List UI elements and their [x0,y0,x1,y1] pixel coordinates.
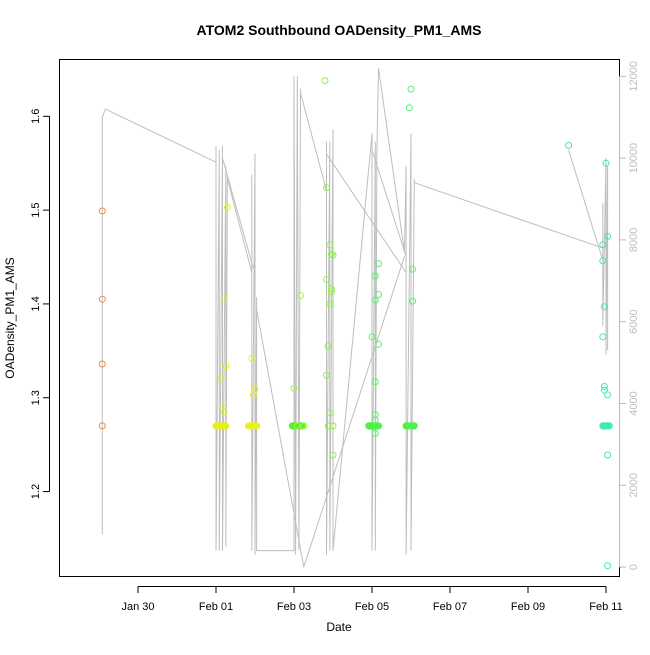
data-point [409,265,417,273]
data-point [375,260,382,268]
data-point [324,342,332,350]
data-point [326,241,334,249]
data-point [220,294,228,302]
data-point [600,383,608,390]
data-point [407,422,415,430]
y-tick-label-right: 4000 [628,391,640,415]
data-point [219,403,226,411]
x-tick-label: Feb 09 [511,601,545,613]
data-point [300,422,308,430]
data-point [223,203,231,211]
data-point [323,184,330,192]
x-axis: Jan 30 Feb 01 Feb 03 Feb 05 Feb 07 Feb 09 Feb … [121,586,623,613]
data-point [368,333,376,341]
y-tick-label-right: 12000 [628,61,640,92]
data-point [326,300,334,308]
x-tick-label: Feb 07 [433,601,467,613]
data-point [604,562,612,570]
data-point [599,333,607,341]
data-point [253,422,261,430]
data-point [375,340,382,348]
data-point [215,422,223,430]
data-point [222,362,230,370]
plot-frame [59,59,620,577]
y-tick-label-right: 2000 [628,473,640,497]
x-tick-label: Feb 05 [355,601,389,613]
data-point [217,375,225,383]
data-point [323,371,330,379]
data-point [329,422,337,430]
data-point [326,409,334,417]
data-point [409,297,417,305]
data-point [321,77,329,85]
y-axis-left: 1.2 1.3 1.4 1.5 1.6 [30,109,50,499]
series-line-segment [568,149,604,261]
y-axis-right: 0 2000 4000 6000 8000 10000 12000 [619,61,640,570]
data-point [327,285,335,293]
data-point [251,385,259,393]
y-tick-label-left: 1.2 [30,484,42,499]
line-series [101,68,609,568]
point-series [98,77,613,570]
chart-title: ATOM2 Southbound OADensity_PM1_AMS [197,22,482,38]
y-tick-label-right: 0 [628,564,640,570]
data-point [323,276,330,283]
x-tick-label: Feb 11 [589,601,622,613]
y-tick-label-left: 1.3 [30,390,42,405]
data-point [98,422,106,430]
y-tick-label-left: 1.4 [30,296,42,311]
data-point [371,272,379,280]
data-point [405,104,413,112]
series-line-segment [222,157,254,269]
data-point [329,451,337,459]
data-point [565,141,573,149]
data-point [375,291,382,298]
data-point [324,422,332,430]
data-point [98,295,106,303]
x-tick-label: Feb 01 [199,601,233,613]
data-point [373,422,381,430]
data-point [600,303,608,311]
y-tick-label-right: 8000 [628,228,640,252]
data-point [371,378,379,386]
data-point [604,451,612,459]
y-tick-label-right: 10000 [628,143,640,174]
data-point [297,292,304,299]
data-point [604,232,612,240]
data-point [329,251,337,259]
data-point [290,384,298,392]
plot-area [98,68,613,570]
data-point [604,391,612,399]
data-point [98,207,106,215]
data-point [371,429,379,437]
series-line-segment [256,256,405,568]
data-point [220,408,228,416]
data-point [98,360,106,368]
series-line-segment [326,153,407,273]
y-axis-title: OADensity_PM1_AMS [3,257,17,378]
series-line [101,68,609,555]
data-point [604,422,612,430]
y-tick-label-right: 6000 [628,309,640,333]
data-point [371,296,379,304]
data-point [407,85,415,93]
data-point [600,386,608,394]
x-axis-title: Date [326,620,352,634]
data-point [599,241,607,249]
x-tick-label: Jan 30 [121,601,154,613]
series-line-segment [371,149,407,257]
y-tick-label-left: 1.5 [30,202,42,217]
x-tick-label: Feb 03 [277,601,311,613]
y-tick-label-left: 1.6 [30,109,42,124]
data-point [599,257,607,265]
data-point [248,422,256,430]
data-point [602,159,610,167]
data-point [248,354,256,362]
data-point [327,288,335,296]
data-point-cluster [410,422,418,430]
